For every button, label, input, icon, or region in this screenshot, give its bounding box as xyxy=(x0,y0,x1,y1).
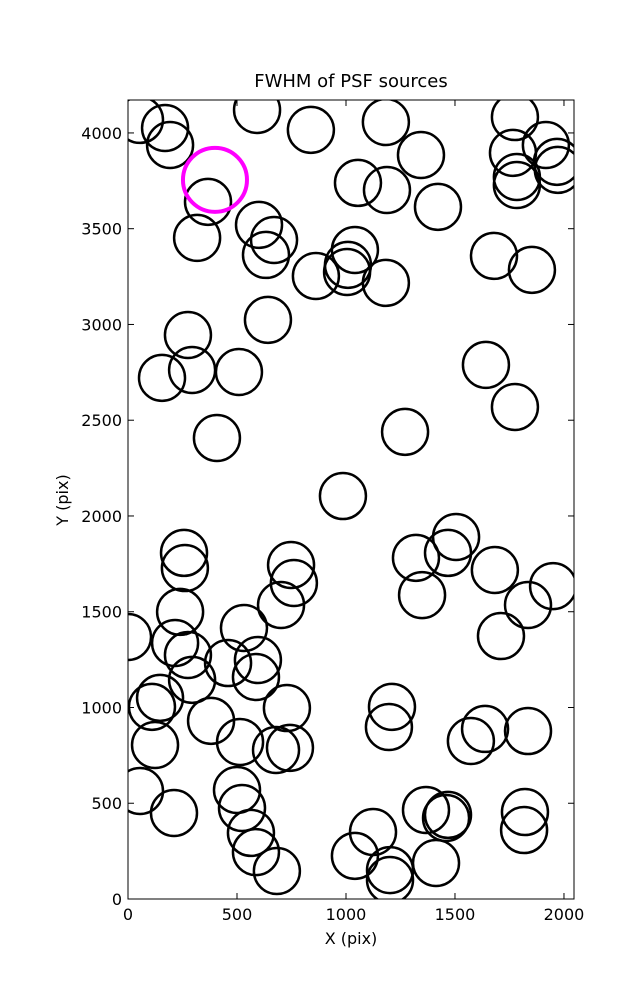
source-circle xyxy=(322,247,372,297)
source-circle xyxy=(492,160,542,210)
source-circle xyxy=(149,788,199,838)
source-circle xyxy=(397,570,447,620)
source-circle xyxy=(128,612,153,662)
y-tick-label: 1500 xyxy=(81,603,122,622)
y-tick-label: 4000 xyxy=(81,124,122,143)
source-circle xyxy=(330,831,380,881)
source-circle xyxy=(234,200,284,250)
y-axis-label: Y (pix) xyxy=(53,474,72,526)
source-circle xyxy=(364,702,414,752)
source-circle xyxy=(172,213,222,263)
source-circle xyxy=(203,638,253,688)
source-circle xyxy=(528,561,574,611)
source-circle xyxy=(212,765,262,815)
source-circle xyxy=(423,790,473,840)
source-circle xyxy=(401,785,451,835)
source-circle xyxy=(492,152,542,202)
source-circle xyxy=(226,808,276,858)
source-circle xyxy=(214,347,264,397)
source-circle xyxy=(490,382,540,432)
x-tick-label: 1500 xyxy=(435,905,476,924)
source-circle xyxy=(233,635,283,685)
y-tick-label: 1000 xyxy=(81,698,122,717)
source-circle xyxy=(215,717,265,767)
source-circle xyxy=(130,720,180,770)
source-circle xyxy=(219,603,269,653)
source-circle xyxy=(159,528,209,578)
source-circle xyxy=(128,100,165,145)
source-circle xyxy=(251,725,301,775)
source-circle xyxy=(367,682,417,732)
source-circle xyxy=(333,158,383,208)
x-tick-label: 0 xyxy=(123,905,133,924)
source-circle xyxy=(521,120,571,170)
source-circle xyxy=(183,177,233,227)
source-circle xyxy=(291,251,341,301)
source-circle xyxy=(461,340,511,390)
source-circle xyxy=(231,827,281,877)
y-tick-label: 0 xyxy=(112,890,122,909)
source-circle xyxy=(476,611,526,661)
y-tick-label: 2000 xyxy=(81,507,122,526)
x-axis-label: X (pix) xyxy=(325,929,378,948)
y-tick-label: 3000 xyxy=(81,315,122,334)
source-circle xyxy=(503,706,553,756)
source-circle xyxy=(286,105,336,155)
source-circle xyxy=(446,716,496,766)
source-circle xyxy=(252,846,302,896)
source-circle xyxy=(431,512,481,562)
x-tick-label: 2000 xyxy=(544,905,585,924)
source-circle xyxy=(500,787,550,837)
source-circle xyxy=(135,673,185,723)
source-circle xyxy=(232,100,282,135)
source-circle xyxy=(167,655,217,705)
source-circle xyxy=(362,165,412,215)
axes-frame xyxy=(127,99,575,900)
x-tick-label: 1000 xyxy=(326,905,367,924)
source-circle xyxy=(243,295,293,345)
source-circle xyxy=(499,805,549,855)
y-tick-label: 3500 xyxy=(81,220,122,239)
x-tick-label: 500 xyxy=(222,905,253,924)
source-circle xyxy=(411,838,461,888)
source-circle xyxy=(163,630,213,680)
source-circle xyxy=(249,215,299,265)
source-circle xyxy=(128,766,165,816)
source-circle xyxy=(140,103,190,153)
source-circle xyxy=(160,543,210,593)
source-circle xyxy=(391,533,441,583)
source-circle xyxy=(470,545,520,595)
source-circle xyxy=(266,540,316,590)
source-circle xyxy=(361,100,411,147)
source-circle xyxy=(380,407,430,457)
source-circle xyxy=(365,855,415,899)
source-circle xyxy=(163,310,213,360)
source-circle xyxy=(192,413,242,463)
source-circle xyxy=(137,353,187,403)
chart-title: FWHM of PSF sources xyxy=(254,71,448,92)
plot-area xyxy=(128,100,574,899)
source-circle xyxy=(256,580,306,630)
source-circle xyxy=(128,682,177,732)
source-circle xyxy=(231,652,281,702)
source-circle xyxy=(145,120,195,170)
y-tick-label: 2500 xyxy=(81,411,122,430)
source-circle xyxy=(413,182,463,232)
source-circle xyxy=(503,580,553,630)
source-circle xyxy=(180,145,249,214)
source-circle xyxy=(460,704,510,754)
source-circle xyxy=(469,231,519,281)
source-circle xyxy=(507,245,557,295)
source-circle xyxy=(217,783,267,833)
y-tick-label: 500 xyxy=(91,794,122,813)
source-circle xyxy=(318,471,368,521)
source-circle xyxy=(265,723,315,773)
source-circle xyxy=(155,587,205,637)
source-circle xyxy=(361,258,411,308)
source-circle xyxy=(490,100,540,142)
source-circle xyxy=(396,130,446,180)
source-circle xyxy=(241,230,291,280)
